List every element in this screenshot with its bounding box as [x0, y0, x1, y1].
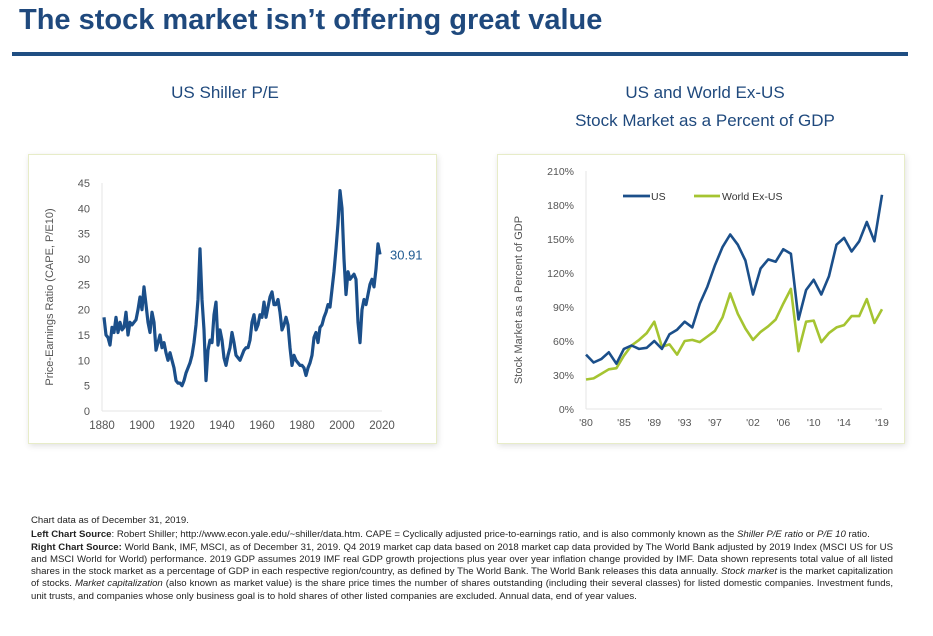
x-tick-label: '85	[617, 417, 631, 429]
stock-market-term: Stock market	[720, 566, 778, 578]
legend-us-label: US	[651, 191, 666, 203]
x-tick-label: 1940	[209, 420, 235, 432]
y-tick-label: 0%	[559, 404, 574, 416]
y-tick-label: 5	[84, 381, 90, 393]
y-tick-label: 25	[78, 279, 90, 291]
x-tick-label: '14	[837, 417, 851, 429]
footnote-date: Chart data as of December 31, 2019.	[31, 515, 189, 526]
x-tick-label: '89	[647, 417, 661, 429]
right-chart-title-line1: US and World Ex-US	[625, 83, 785, 102]
x-tick-label: '97	[708, 417, 722, 429]
x-tick-label: '10	[807, 417, 821, 429]
right-chart-title-line2: Stock Market as a Percent of GDP	[575, 111, 835, 130]
left-source-or: or	[803, 528, 817, 540]
page-title: The stock market isn’t offering great va…	[19, 4, 603, 36]
right-chart-panel: 0% 30% 60% 90% 120% 150% 180% 210% '80 '85 '89 '93 '…	[497, 154, 905, 444]
y-tick-label: 10	[78, 355, 90, 367]
left-chart-title: US Shiller P/E	[171, 83, 279, 102]
x-tick-label: 2020	[369, 420, 395, 432]
y-tick-label: 150%	[547, 234, 574, 246]
x-tick-label: '93	[678, 417, 692, 429]
x-tick-label: '06	[776, 417, 790, 429]
world-ex-us-series-line	[585, 287, 884, 381]
footnote-right-source: Right Chart Source: World Bank, IMF, MSC…	[31, 542, 893, 602]
y-tick-label: 40	[78, 203, 90, 215]
y-axis-label: Price-Earnings Ratio (CAPE, P/E10)	[44, 208, 56, 385]
y-tick-label: 35	[78, 229, 90, 241]
us-series-line	[585, 194, 884, 365]
y-tick-label: 60%	[553, 336, 574, 348]
left-source-label: Left Chart Source	[31, 528, 112, 540]
shiller-pe-term: Shiller P/E ratio	[737, 528, 804, 540]
y-tick-label: 180%	[547, 200, 574, 212]
y-tick-label: 0	[84, 406, 90, 418]
footnotes: Chart data as of December 31, 2019. Left…	[31, 515, 893, 604]
left-chart-panel: 0 5 10 15 20 25 30 35 40 45 1880 1900 1920 1940 1960 19…	[28, 154, 437, 444]
y-tick-label: 15	[78, 330, 90, 342]
market-cap-gdp-chart: 0% 30% 60% 90% 120% 150% 180% 210% '80 '85 '89 '93 '…	[513, 166, 889, 429]
x-tick-label: '02	[746, 417, 760, 429]
x-tick-label: 2000	[329, 420, 355, 432]
shiller-pe-chart: 0 5 10 15 20 25 30 35 40 45 1880 1900 1920 1940 1960 19…	[44, 178, 423, 432]
x-tick-label: '80	[579, 417, 593, 429]
right-source-text2: is the market capitalization of stocks.	[31, 566, 893, 590]
x-tick-label: 1880	[89, 420, 115, 432]
left-source-text: : Robert Shiller; http://www.econ.yale.e…	[111, 528, 737, 540]
latest-value-label: 30.91	[390, 247, 423, 262]
left-source-end: ratio.	[845, 528, 870, 540]
cape-series-line	[102, 188, 382, 388]
right-source-text1: World Bank, IMF, MSCI, as of December 31…	[31, 542, 893, 578]
title-divider	[12, 52, 908, 56]
market-cap-term: Market capitalization	[74, 578, 163, 590]
legend-world-label: World Ex-US	[722, 191, 782, 203]
y-tick-label: 90%	[553, 302, 574, 314]
x-tick-label: 1980	[289, 420, 315, 432]
y-tick-label: 20	[78, 305, 90, 317]
y-tick-label: 210%	[547, 166, 574, 178]
pe10-term: P/E 10	[817, 528, 846, 540]
x-tick-label: 1900	[129, 420, 155, 432]
x-tick-label: 1960	[249, 420, 275, 432]
y-tick-label: 45	[78, 178, 90, 190]
y-tick-label: 30%	[553, 370, 574, 382]
y-tick-label: 120%	[547, 268, 574, 280]
y-tick-label: 30	[78, 254, 90, 266]
y-axis-label: Stock Market as a Percent of GDP	[513, 216, 525, 384]
x-tick-label: 1920	[169, 420, 195, 432]
right-source-label: Right Chart Source:	[31, 542, 122, 554]
x-tick-label: '19	[875, 417, 889, 429]
right-source-text3: (also known as market value) is the shar…	[31, 578, 894, 602]
footnote-left-source: Left Chart Source: Robert Shiller; http:…	[31, 529, 893, 541]
